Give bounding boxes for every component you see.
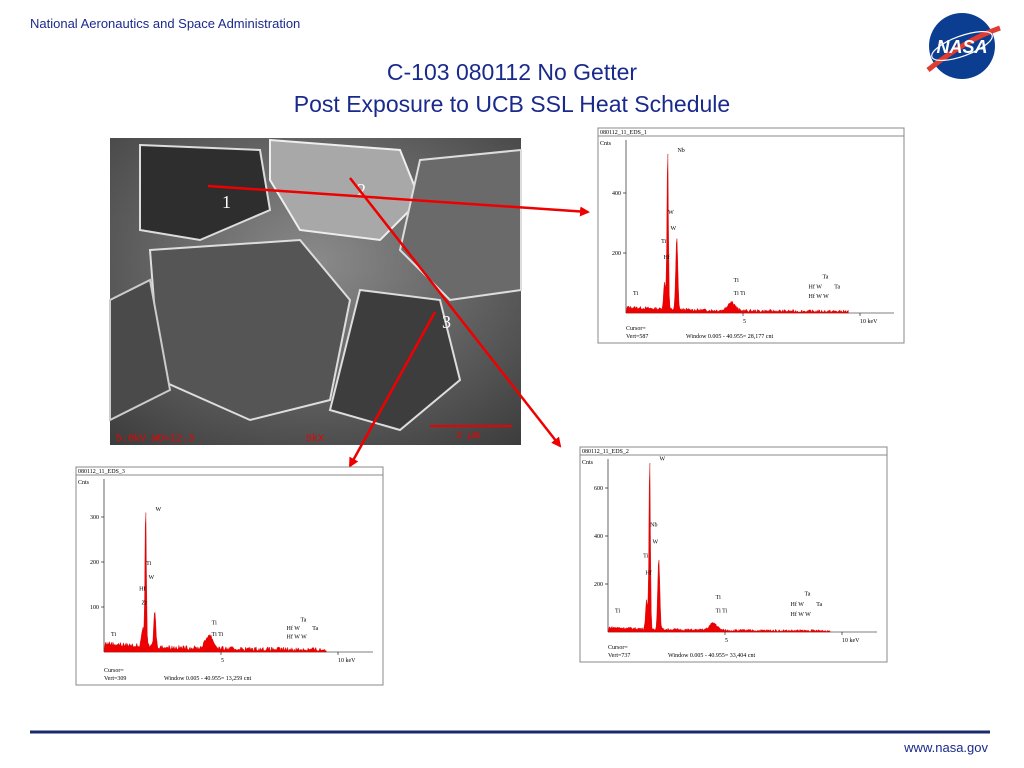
peak-label: Ti	[633, 291, 638, 297]
peak-label: Ta	[805, 591, 811, 597]
peak-label: Hf	[645, 570, 651, 577]
window-text: Window 0.005 - 40.955= 28,177 cnt	[686, 334, 773, 340]
peak-label: Ti	[212, 620, 217, 626]
vert-text: Vert=587	[626, 334, 648, 340]
sem-info: 5.0kV WD=12.3	[116, 433, 194, 445]
peak-label: Ta	[823, 275, 829, 281]
peak-label: Ti	[643, 553, 648, 559]
peak-label: Ti Ti	[734, 291, 746, 297]
title-line: C-103 080112 No Getter	[387, 59, 638, 85]
spectrum-frame	[597, 127, 905, 344]
spectrum-name: 080112_11_EDS_2	[582, 449, 629, 455]
spectrum-name: 080112_11_EDS_1	[600, 130, 647, 136]
peak-label: Ti	[146, 561, 151, 567]
window-text: Window 0.005 - 40.955= 13,259 cnt	[164, 676, 251, 682]
y-tick-label: 200	[594, 582, 603, 588]
peak-label: Ta	[301, 618, 307, 624]
cursor-text: Cursor=	[626, 326, 646, 332]
nasa-logo: NASA	[926, 13, 1001, 79]
spectrum-frame	[579, 446, 888, 663]
peak-label: Hf W	[791, 601, 805, 608]
peak-label: Ti	[734, 278, 739, 284]
x-tick-label: 5	[743, 319, 746, 325]
peak-label: Ta	[312, 626, 318, 632]
y-tick-label: 100	[90, 605, 99, 611]
peak-label: Hf W W	[791, 611, 812, 618]
peak-label: Hf	[663, 254, 669, 261]
peak-label: W	[670, 226, 676, 232]
peak-label: W	[668, 210, 674, 216]
peak-label: Ta	[834, 284, 840, 290]
peak-label: W	[148, 575, 154, 581]
y-tick-label: 600	[594, 486, 603, 492]
spectrum-trace	[607, 463, 831, 633]
point-label: 1	[222, 192, 231, 212]
y-tick-label: 200	[612, 251, 621, 257]
micrograph	[109, 138, 522, 445]
y-label: Cnts	[582, 460, 594, 466]
y-label: Cnts	[78, 480, 90, 486]
peak-label: Nb	[650, 522, 657, 528]
peak-label: Ti	[716, 595, 721, 601]
y-tick-label: 400	[612, 191, 621, 197]
agency: National Aeronautics and Space Administr…	[30, 16, 300, 31]
peak-label: Hf W	[809, 283, 823, 290]
y-tick-label: 300	[90, 515, 99, 521]
vert-text: Vert=737	[608, 653, 630, 659]
window-text: Window 0.005 - 40.955= 33,404 cnt	[668, 653, 755, 659]
peak-label: Ta	[816, 602, 822, 608]
spectrum-trace	[625, 153, 849, 314]
x-tick-label: 5	[221, 658, 224, 664]
peak-label: Ti	[661, 239, 666, 245]
vert-text: Vert=309	[104, 676, 126, 682]
peak-label: Hf W W	[287, 634, 308, 641]
x-tick-label: 10 keV	[842, 638, 860, 644]
peak-label: W	[659, 457, 665, 463]
x-tick-label: 10 keV	[860, 319, 878, 325]
peak-label: Hf W	[287, 625, 301, 632]
footer-url: www.nasa.gov	[903, 740, 988, 755]
logo-text: NASA	[936, 37, 987, 57]
peak-label: Ti	[615, 609, 620, 615]
peak-label: Hf	[139, 585, 145, 592]
peak-label: Ti Ti	[212, 632, 224, 638]
y-label: Cnts	[600, 141, 612, 147]
arrows	[207, 177, 590, 468]
peak-label: Ti	[111, 632, 116, 638]
title-line: Post Exposure to UCB SSL Heat Schedule	[294, 91, 730, 117]
peak-label: Hf W W	[809, 293, 830, 300]
y-tick-label: 400	[594, 534, 603, 540]
x-tick-label: 10 keV	[338, 658, 356, 664]
peak-label: Nb	[677, 148, 684, 154]
spectrum-trace	[103, 512, 327, 653]
spectrum-name: 080112_11_EDS_3	[78, 469, 125, 475]
point-label: 3	[442, 312, 451, 332]
cursor-text: Cursor=	[104, 668, 124, 674]
peak-label: Ti Ti	[716, 609, 728, 615]
peak-label: W	[652, 540, 658, 546]
y-tick-label: 200	[90, 560, 99, 566]
point-label: 2	[357, 180, 366, 200]
cursor-text: Cursor=	[608, 645, 628, 651]
sem-info: 5kX	[306, 433, 324, 445]
peak-label: Zr	[141, 601, 147, 607]
scale-bar-label: 2 µm	[456, 431, 480, 442]
x-tick-label: 5	[725, 638, 728, 644]
peak-label: W	[155, 507, 161, 513]
